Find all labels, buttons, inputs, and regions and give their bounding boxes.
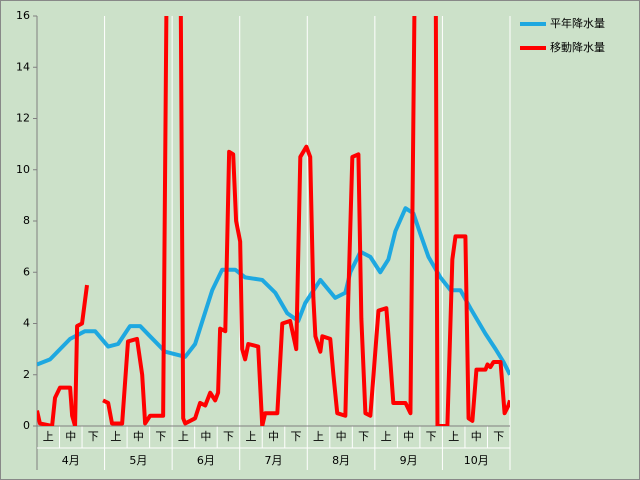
x-tick-label: 上 [313, 430, 324, 443]
y-tick-label: 2 [23, 368, 30, 381]
plot-area [37, 16, 510, 426]
x-tick-label: 中 [268, 430, 279, 443]
x-group-label: 4月 [62, 454, 80, 467]
y-tick-label: 14 [16, 60, 30, 73]
legend-label: 移動降水量 [550, 40, 605, 54]
x-group-label: 6月 [197, 454, 215, 467]
y-tick-label: 16 [16, 9, 30, 22]
x-group-label: 8月 [332, 454, 350, 467]
x-tick-label: 下 [223, 430, 234, 443]
y-tick-label: 12 [16, 112, 30, 125]
x-tick-label: 上 [448, 430, 459, 443]
x-tick-label: 上 [110, 430, 121, 443]
y-tick-label: 10 [16, 163, 30, 176]
x-tick-label: 下 [291, 430, 302, 443]
x-tick-label: 下 [493, 430, 504, 443]
x-tick-label: 中 [133, 430, 144, 443]
x-tick-label: 上 [178, 430, 189, 443]
x-group-label: 9月 [400, 454, 418, 467]
x-tick-label: 下 [88, 430, 99, 443]
x-group-label: 10月 [464, 454, 489, 467]
x-tick-label: 下 [155, 430, 166, 443]
x-tick-label: 上 [245, 430, 256, 443]
x-tick-label: 中 [403, 430, 414, 443]
data-line [102, 16, 510, 426]
legend-label: 平年降水量 [550, 16, 605, 30]
x-tick-label: 中 [336, 430, 347, 443]
data-line [37, 284, 89, 426]
y-tick-label: 6 [23, 265, 30, 278]
x-tick-label: 下 [358, 430, 369, 443]
y-tick-label: 0 [23, 419, 30, 432]
y-tick-label: 4 [23, 317, 30, 330]
x-group-label: 7月 [265, 454, 283, 467]
x-tick-label: 下 [426, 430, 437, 443]
y-tick-label: 8 [23, 214, 30, 227]
x-tick-label: 中 [471, 430, 482, 443]
x-tick-label: 上 [43, 430, 54, 443]
x-group-label: 5月 [129, 454, 147, 467]
x-tick-label: 中 [65, 430, 76, 443]
x-tick-label: 中 [200, 430, 211, 443]
x-tick-label: 上 [381, 430, 392, 443]
